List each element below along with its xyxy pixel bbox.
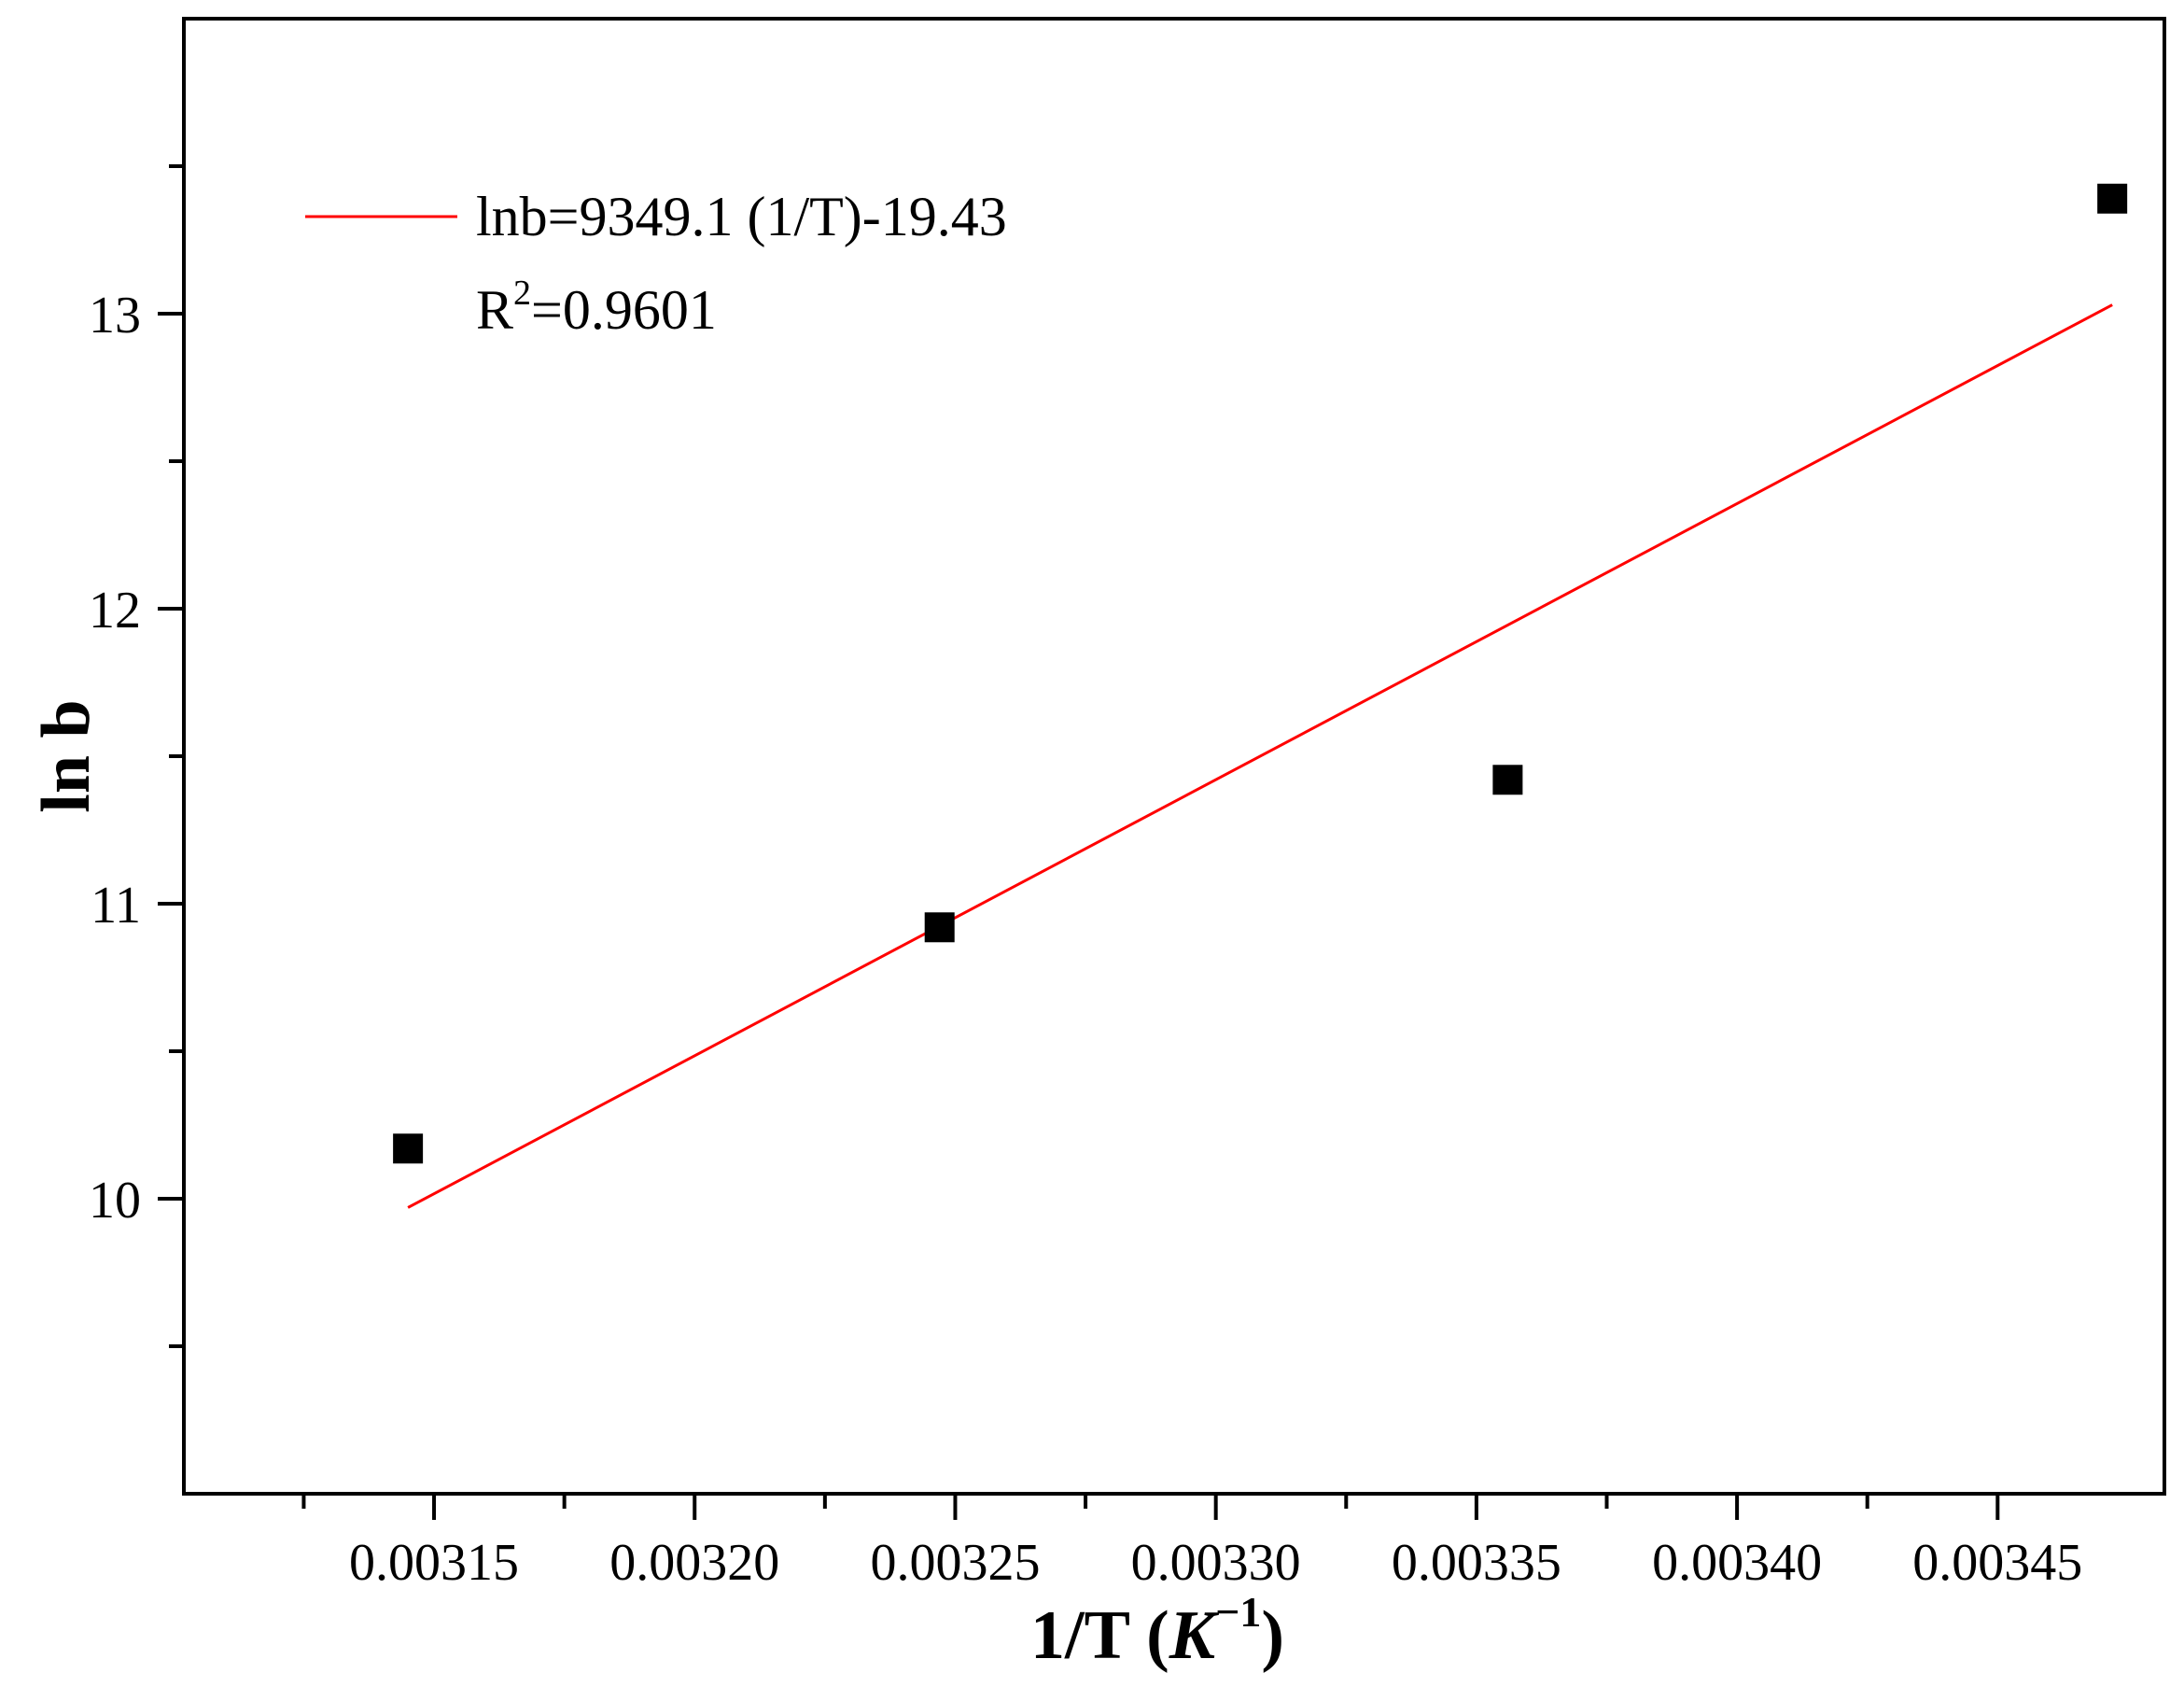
x-tick-label: 0.00340 — [1652, 1534, 1822, 1592]
x-tick-label: 0.00320 — [609, 1534, 779, 1592]
x-tick-label: 0.00330 — [1131, 1534, 1301, 1592]
x-axis-title: 1/T (K−1) — [1030, 1588, 1284, 1674]
x-tick-label: 0.00335 — [1392, 1534, 1561, 1592]
data-point — [1492, 765, 1523, 795]
legend-r-squared: R2=0.9601 — [476, 274, 717, 341]
fit-line — [407, 303, 2113, 1209]
data-point — [393, 1133, 424, 1164]
series-layer — [393, 183, 2128, 1209]
y-tick-label: 11 — [91, 877, 141, 935]
data-point — [2097, 183, 2128, 214]
y-axis-ticks: 10 11 12 13 — [89, 164, 184, 1348]
y-tick-label: 10 — [89, 1172, 141, 1230]
plot-area — [182, 17, 2166, 1496]
legend: lnb=9349.1 (1/T)-19.43 R2=0.9601 — [305, 186, 1007, 341]
y-tick-label: 13 — [89, 287, 141, 344]
x-tick-label: 0.00315 — [349, 1534, 519, 1592]
y-tick-label: 12 — [89, 582, 141, 640]
data-point — [924, 912, 955, 943]
x-tick-label: 0.00325 — [870, 1534, 1040, 1592]
y-axis-title: ln b — [28, 699, 105, 812]
legend-equation: lnb=9349.1 (1/T)-19.43 — [476, 186, 1007, 247]
x-tick-label: 0.00345 — [1912, 1534, 2082, 1592]
x-axis-ticks: 0.00315 0.00320 0.00325 0.00330 0.00335 0.003… — [301, 1494, 2082, 1592]
